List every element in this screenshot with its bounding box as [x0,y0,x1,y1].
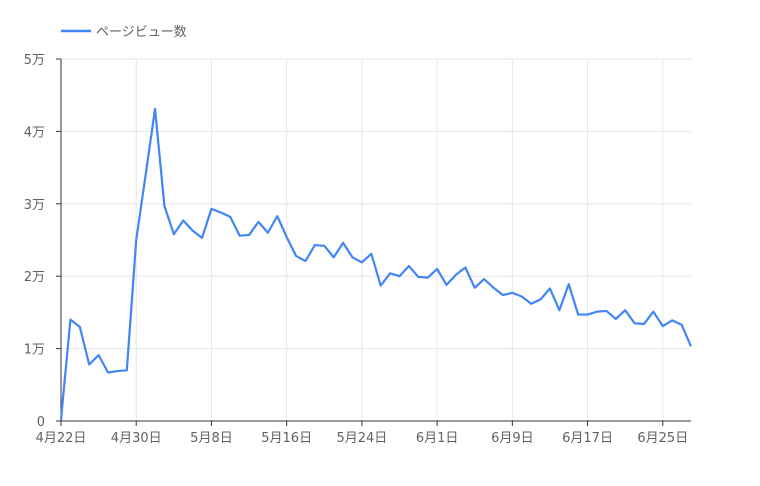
data-point[interactable] [103,367,113,377]
data-point[interactable] [648,307,658,317]
data-point[interactable] [225,212,235,222]
data-point[interactable] [65,315,75,325]
data-point[interactable] [404,261,414,271]
data-point[interactable] [188,226,198,236]
data-point[interactable] [526,299,536,309]
y-tick-label: 0 [37,415,45,430]
y-tick-label: 5万 [24,53,45,68]
y-tick-label: 1万 [24,343,45,358]
data-point[interactable] [376,281,386,291]
data-point[interactable] [300,256,310,266]
data-point[interactable] [517,291,527,301]
data-point[interactable] [235,231,245,241]
data-point[interactable] [432,264,442,274]
y-tick-label: 4万 [24,125,45,140]
data-point[interactable] [122,365,132,375]
x-tick-label: 4月30日 [111,431,162,446]
data-point[interactable] [357,257,367,267]
data-point[interactable] [413,272,423,282]
data-point[interactable] [75,322,85,332]
data-point[interactable] [206,204,216,214]
grid [56,58,691,426]
data-point[interactable] [592,307,602,317]
data-point[interactable] [423,273,433,283]
data-point[interactable] [159,201,169,211]
data-point[interactable] [291,251,301,261]
data-point[interactable] [310,240,320,250]
data-point[interactable] [545,284,555,294]
data-point[interactable] [178,215,188,225]
data-point[interactable] [112,366,122,376]
data-point[interactable] [489,283,499,293]
data-point[interactable] [554,305,564,315]
data-point[interactable] [338,238,348,248]
data-point[interactable] [630,318,640,328]
data-point[interactable] [686,341,696,351]
data-point[interactable] [611,314,621,324]
data-point[interactable] [385,268,395,278]
data-points [56,104,696,425]
series-line-page-views [59,107,693,420]
x-axis-labels: 4月22日 4月30日 5月8日 5月16日 5月24日 6月1日 6月9日 6月17日 6月2… [36,431,689,446]
y-tick-label: 2万 [24,270,45,285]
data-point[interactable] [141,170,151,180]
x-tick-label: 5月8日 [190,431,233,446]
x-tick-label: 6月17日 [562,431,613,446]
series-layer [56,104,696,425]
data-point[interactable] [366,249,376,259]
data-point[interactable] [150,104,160,114]
data-point[interactable] [94,350,104,360]
y-tick-label: 3万 [24,198,45,213]
data-point[interactable] [395,271,405,281]
data-point[interactable] [347,252,357,262]
data-point[interactable] [620,305,630,315]
data-point[interactable] [564,279,574,289]
data-point[interactable] [442,280,452,290]
data-point[interactable] [169,229,179,239]
data-point[interactable] [263,228,273,238]
data-point[interactable] [451,270,461,280]
data-point[interactable] [131,235,141,245]
legend-label: ページビュー数 [96,25,187,40]
x-tick-label: 5月16日 [261,431,312,446]
data-point[interactable] [507,288,517,298]
data-point[interactable] [536,294,546,304]
data-point[interactable] [282,232,292,242]
legend[interactable]: ページビュー数 [61,25,187,40]
data-point[interactable] [667,315,677,325]
data-point[interactable] [470,283,480,293]
data-point[interactable] [329,252,339,262]
data-point[interactable] [460,263,470,273]
x-tick-label: 4月22日 [36,431,87,446]
data-point[interactable] [56,415,66,425]
data-point[interactable] [319,241,329,251]
data-point[interactable] [197,233,207,243]
data-point[interactable] [573,310,583,320]
data-point[interactable] [272,211,282,221]
data-point[interactable] [84,360,94,370]
data-point[interactable] [639,319,649,329]
data-point[interactable] [658,321,668,331]
data-point[interactable] [244,230,254,240]
x-tick-label: 5月24日 [336,431,387,446]
x-tick-label: 6月9日 [491,431,534,446]
data-point[interactable] [601,306,611,316]
data-point[interactable] [253,217,263,227]
x-tick-label: 6月1日 [416,431,459,446]
data-point[interactable] [677,320,687,330]
y-axis-labels: 0 1万 2万 3万 4万 5万 [24,53,45,430]
data-point[interactable] [583,310,593,320]
data-point[interactable] [216,207,226,217]
x-tick-label: 6月25日 [637,431,688,446]
data-point[interactable] [498,290,508,300]
data-point[interactable] [479,274,489,284]
